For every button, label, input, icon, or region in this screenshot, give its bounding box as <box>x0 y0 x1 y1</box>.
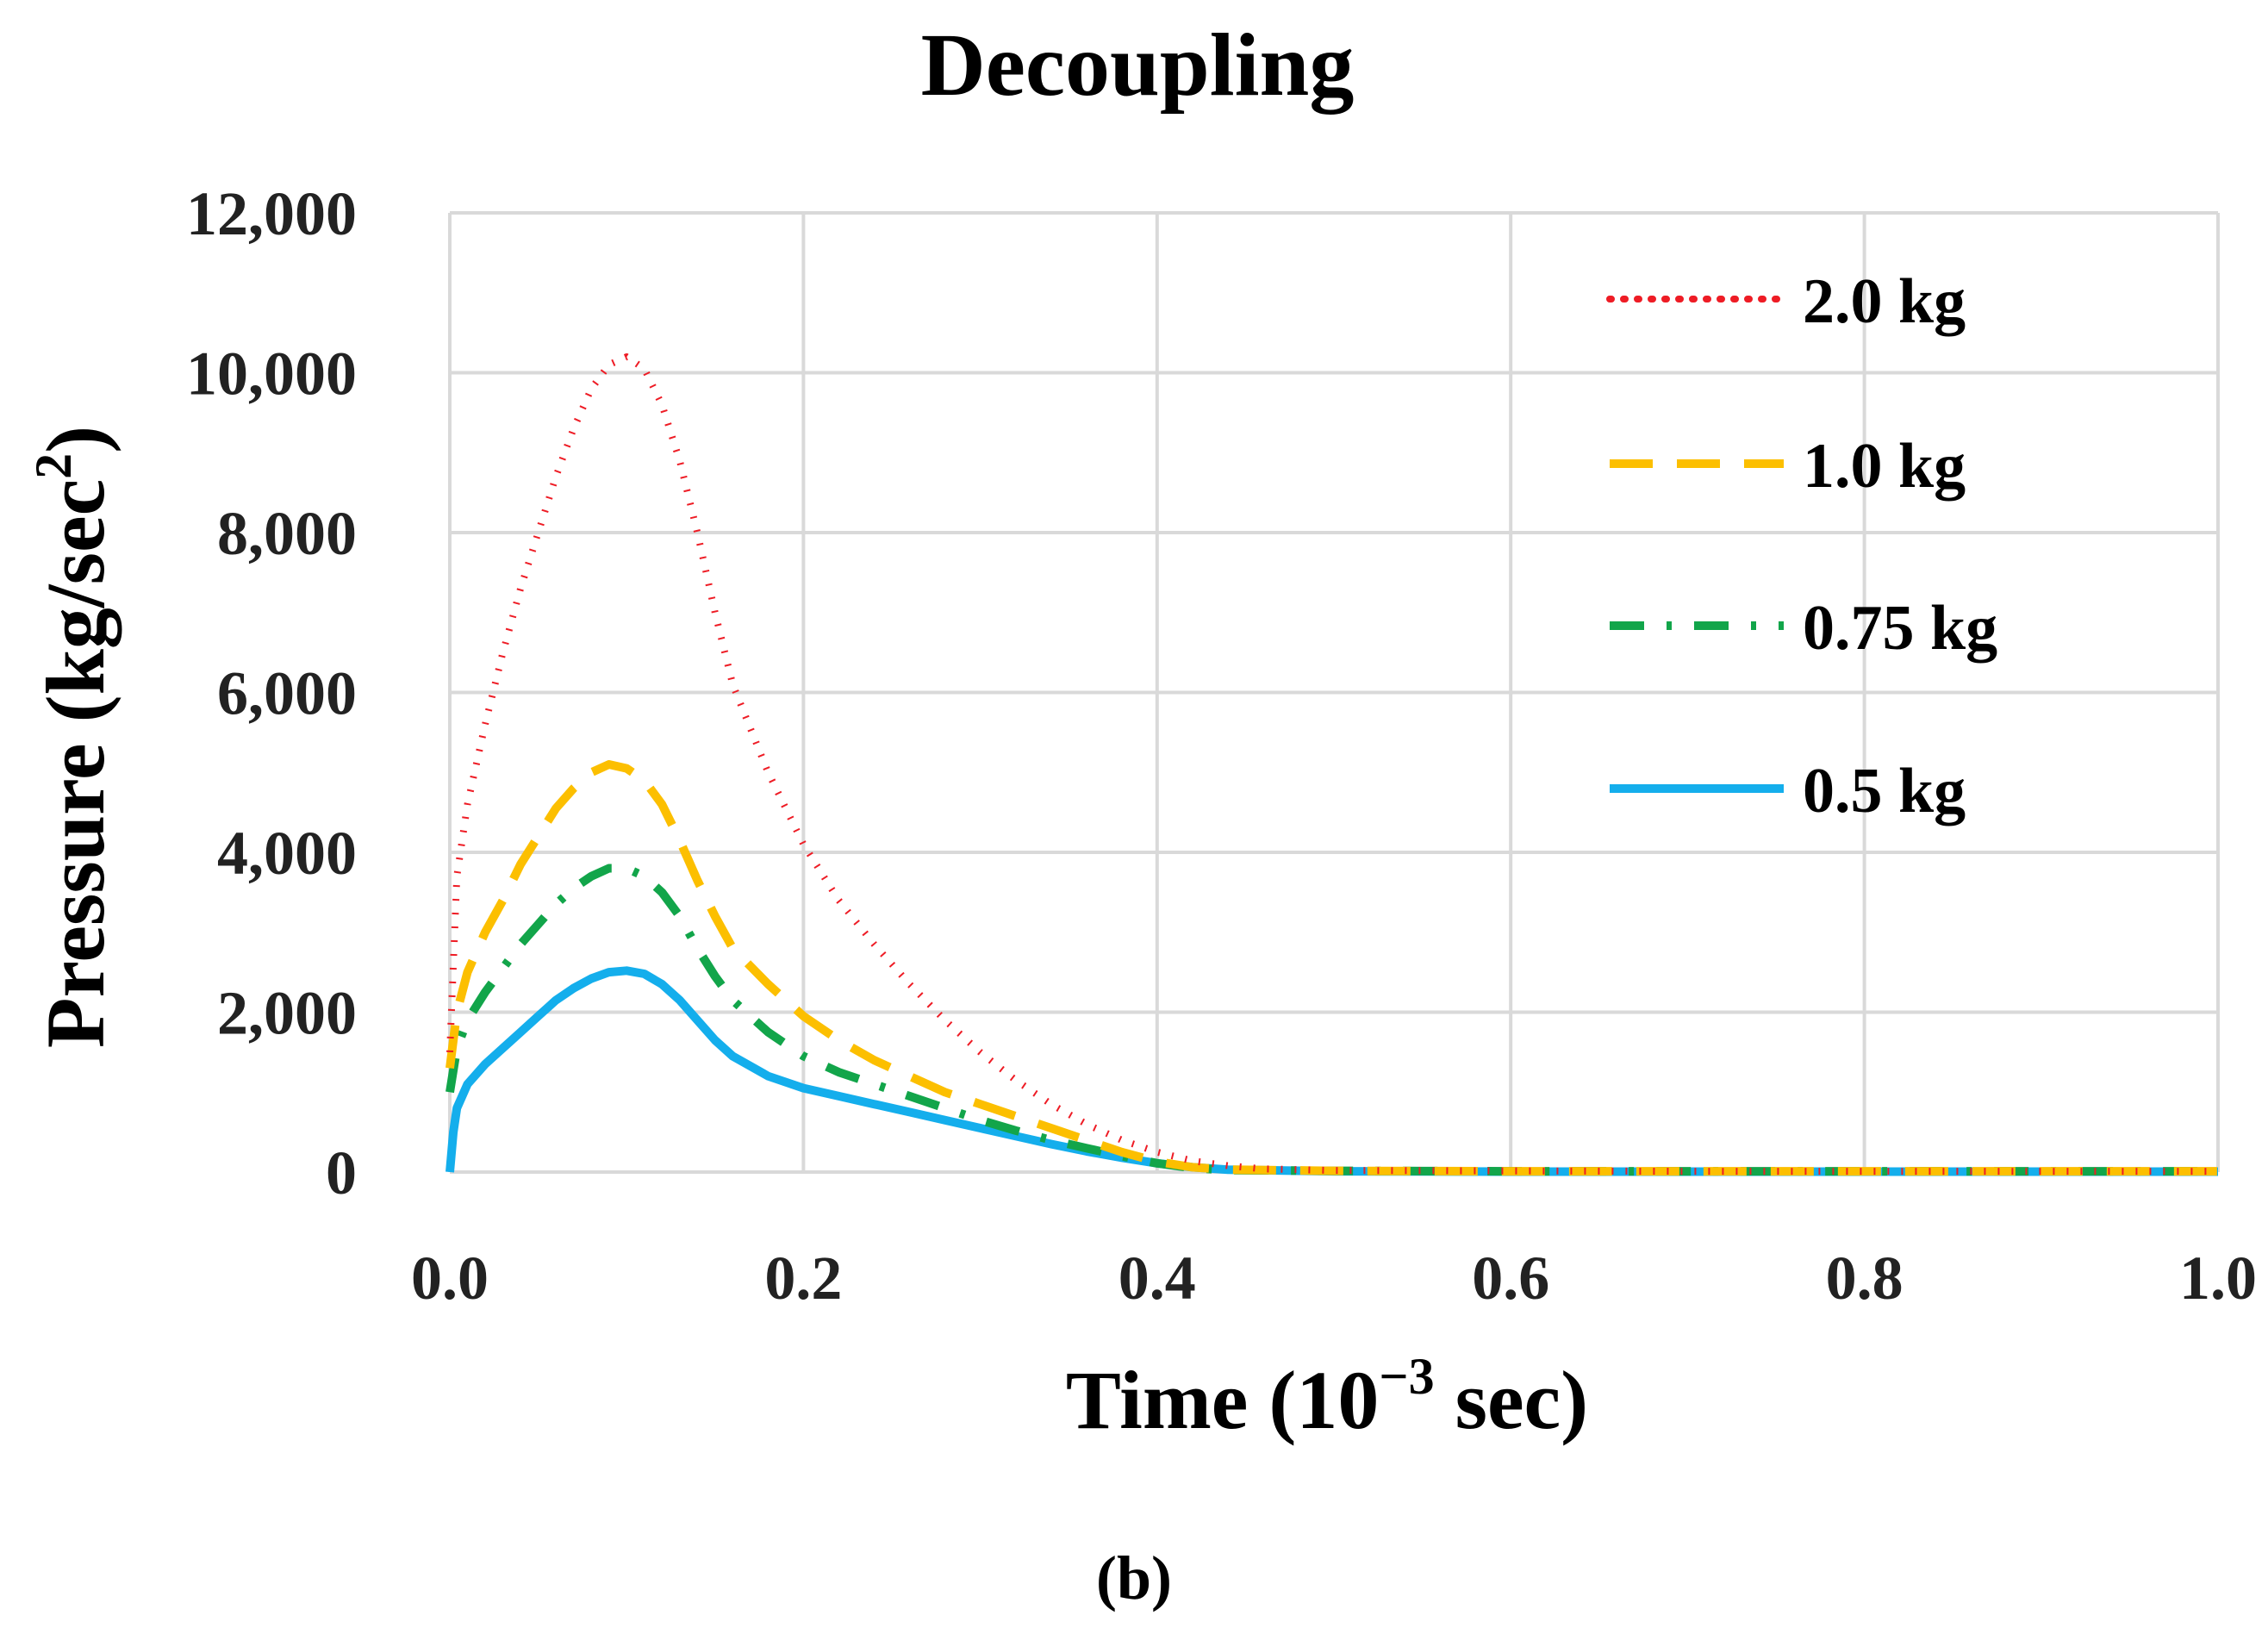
x-tick-label: 1.0 <box>2179 1244 2257 1313</box>
y-tick-label: 6,000 <box>217 659 357 728</box>
legend-label: 1.0 kg <box>1803 431 1966 502</box>
legend: 2.0 kg 1.0 kg 0.75 kg 0.5 kg <box>1606 266 1997 826</box>
y-tick-label: 2,000 <box>217 979 357 1048</box>
x-tick-label: 0.8 <box>1826 1244 1904 1313</box>
x-tick-label: 0.2 <box>764 1244 842 1313</box>
y-tick-label: 4,000 <box>217 819 357 888</box>
legend-label: 2.0 kg <box>1803 266 1966 337</box>
x-tick-label: 0.6 <box>1472 1244 1549 1313</box>
y-axis-label: Pressure (kg/sec2) <box>25 426 122 1048</box>
x-tick-label: 0.0 <box>411 1244 489 1313</box>
chart-title: Decoupling <box>921 16 1355 115</box>
legend-label: 0.75 kg <box>1803 593 1997 664</box>
series-line <box>446 966 2218 1176</box>
legend-label: 0.5 kg <box>1803 756 1966 826</box>
y-tick-label: 12,000 <box>186 179 357 248</box>
series-line <box>446 864 2218 1176</box>
y-tick-label: 0 <box>326 1138 357 1207</box>
y-axis-ticks: 0 2,000 4,000 6,000 8,000 10,000 12,000 <box>186 179 357 1207</box>
y-tick-label: 8,000 <box>217 499 357 568</box>
series-lines <box>446 353 2218 1176</box>
panel-label: (b) <box>1096 1544 1172 1612</box>
grid-lines <box>448 211 2220 1174</box>
x-axis-label: Time (10−3 sec) <box>1066 1348 1588 1446</box>
y-tick-label: 10,000 <box>186 340 357 408</box>
x-axis-ticks: 0.0 0.2 0.4 0.6 0.8 1.0 <box>411 1244 2257 1313</box>
x-tick-label: 0.4 <box>1118 1244 1196 1313</box>
